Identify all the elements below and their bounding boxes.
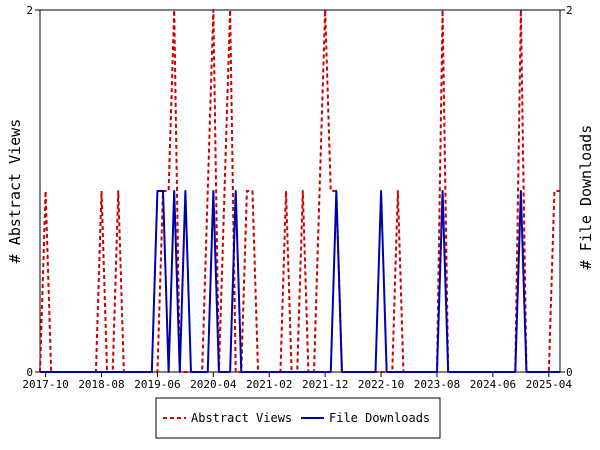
legend: Abstract Views File Downloads [155, 397, 441, 439]
x-tick-label: 2021-12 [302, 378, 348, 391]
y-tick-label-left: 0 [26, 366, 33, 379]
series-layer [39, 9, 560, 373]
x-tick-label: 2025-04 [526, 378, 573, 391]
series-line-file-downloads [40, 190, 560, 373]
y-tick-label-right: 0 [566, 366, 573, 379]
x-tick-label: 2019-06 [134, 378, 180, 391]
x-tick-label: 2017-10 [22, 378, 68, 391]
x-tick-label: 2018-08 [78, 378, 124, 391]
series-line-abstract-views [39, 9, 560, 373]
tick-layer: 2017-10 2018-08 2019-06 2020-04 2021-02 2021-… [22, 4, 572, 391]
y-tick-label-left: 2 [26, 4, 33, 17]
x-tick-label: 2021-02 [246, 378, 292, 391]
legend-label-file-downloads: File Downloads [329, 411, 430, 425]
y-axis-title-right: # File Downloads [577, 125, 595, 270]
legend-label-abstract-views: Abstract Views [191, 411, 292, 425]
x-tick-label: 2023-08 [414, 378, 460, 391]
x-tick-label: 2020-04 [190, 378, 237, 391]
x-tick-label: 2022-10 [358, 378, 404, 391]
y-axis-title-left: # Abstract Views [6, 119, 24, 264]
y-tick-label-right: 2 [566, 4, 573, 17]
x-tick-label: 2024-06 [470, 378, 516, 391]
legend-box [155, 397, 441, 439]
